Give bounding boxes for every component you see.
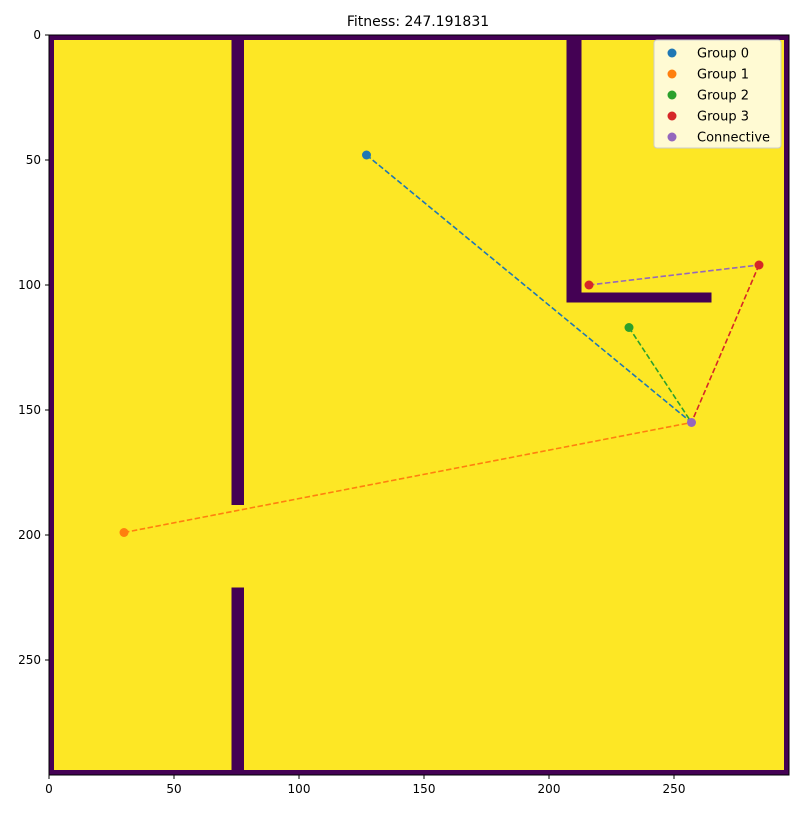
free-region-door-gap: [231, 505, 244, 588]
free-region-main-room-bottom: [244, 302, 784, 770]
axes-frame: [48, 34, 790, 776]
y-tick-label: 200: [18, 528, 41, 542]
path-lines: [123, 154, 760, 534]
legend-box: [653, 39, 782, 149]
marker-group-3: [754, 260, 764, 270]
x-tick-label: 0: [45, 782, 53, 796]
marker-group-3: [584, 280, 594, 290]
series-line-group-2: [628, 327, 693, 423]
x-tick-label: 50: [166, 782, 181, 796]
marker-connective: [687, 418, 696, 427]
free-region-main-room-top: [244, 40, 567, 303]
legend: Group 0 Group 1 Group 2 Group 3 Connective: [653, 39, 782, 149]
series-line-connective: [588, 264, 760, 286]
x-tick-label: 100: [288, 782, 311, 796]
y-tick-label: 150: [18, 403, 41, 417]
y-tick-label: 100: [18, 278, 41, 292]
chart-title: Fitness: 247.191831: [347, 14, 489, 30]
legend-label: Group 3: [697, 110, 749, 125]
legend-marker: [667, 111, 677, 121]
legend-label: Group 1: [697, 68, 749, 83]
series-line-group-3: [690, 264, 760, 423]
marker-group-0: [362, 150, 371, 160]
free-region-left-room-upper: [54, 40, 232, 505]
marker-group-1: [119, 528, 129, 537]
legend-marker: [667, 90, 677, 100]
series-line-group-0: [365, 154, 693, 424]
free-region-left-room-lower: [54, 505, 232, 770]
marker-group-2: [624, 323, 634, 332]
series-line-group-1: [123, 421, 692, 534]
legend-marker: [667, 132, 677, 142]
axes: 0 50 100 150 200 250 0 50 100 150 200 250: [18, 28, 790, 796]
y-tick-label: 50: [26, 153, 41, 167]
y-tick-label: 0: [33, 28, 41, 42]
y-tick-label: 250: [18, 653, 41, 667]
maze-map: [49, 35, 789, 775]
x-tick-label: 200: [538, 782, 561, 796]
legend-label: Group 2: [697, 89, 749, 104]
legend-marker: [667, 69, 677, 79]
legend-label: Connective: [697, 131, 770, 146]
free-region-right-strip: [711, 292, 784, 303]
x-tick-label: 250: [663, 782, 686, 796]
legend-marker: [667, 48, 677, 58]
x-tick-label: 150: [413, 782, 436, 796]
legend-label: Group 0: [697, 47, 749, 62]
point-markers: [119, 150, 764, 537]
